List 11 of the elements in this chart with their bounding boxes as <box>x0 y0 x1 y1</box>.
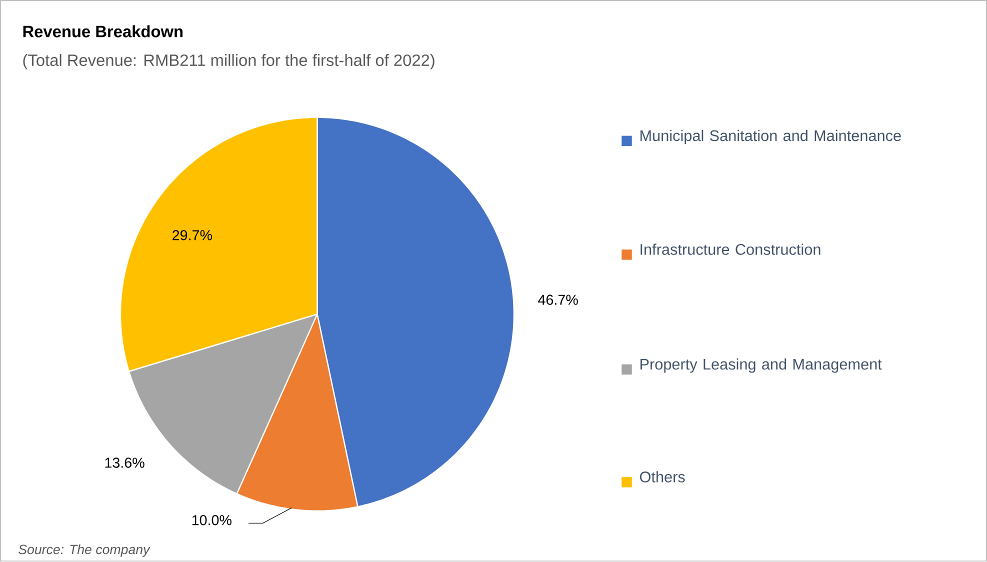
data-label: 29.7% <box>172 230 212 240</box>
legend-label: Property Leasing and Management <box>640 358 882 373</box>
legend-label: Municipal Sanitation and Maintenance <box>640 130 901 144</box>
data-label: 46.7% <box>538 294 578 306</box>
legend-label: Others <box>640 471 685 483</box>
data-label: 13.6% <box>105 458 144 468</box>
legend-label: Infrastructure Construction <box>640 244 820 256</box>
data-label: 10.0% <box>192 515 232 526</box>
chart-subtitle: (Total Revenue: RMB211 million for the first-half of 2022) <box>23 54 434 70</box>
chart-title: Revenue Breakdown <box>23 25 183 38</box>
source-note: Source: The company <box>18 544 150 557</box>
